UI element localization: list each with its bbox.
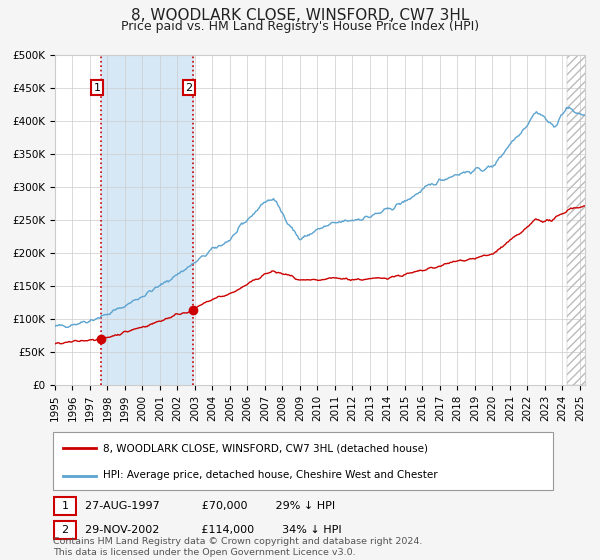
Text: 8, WOODLARK CLOSE, WINSFORD, CW7 3HL: 8, WOODLARK CLOSE, WINSFORD, CW7 3HL [131, 8, 469, 24]
Text: 1: 1 [94, 83, 100, 93]
Bar [101, 55, 193, 385]
Text: 2: 2 [185, 83, 193, 93]
Bar [54, 521, 76, 539]
Text: HPI: Average price, detached house, Cheshire West and Chester: HPI: Average price, detached house, Ches… [103, 470, 437, 480]
Text: 1: 1 [62, 501, 68, 511]
Text: 8, WOODLARK CLOSE, WINSFORD, CW7 3HL (detached house): 8, WOODLARK CLOSE, WINSFORD, CW7 3HL (de… [103, 444, 428, 453]
Text: 29-NOV-2002            £114,000        34% ↓ HPI: 29-NOV-2002 £114,000 34% ↓ HPI [85, 525, 341, 535]
Text: This data is licensed under the Open Government Licence v3.0.: This data is licensed under the Open Gov… [53, 548, 356, 557]
Text: 2: 2 [61, 525, 68, 535]
Bar [566, 55, 594, 385]
Bar [566, 55, 594, 385]
Bar [54, 497, 76, 515]
Text: Price paid vs. HM Land Registry's House Price Index (HPI): Price paid vs. HM Land Registry's House … [121, 20, 479, 32]
Text: 27-AUG-1997            £70,000        29% ↓ HPI: 27-AUG-1997 £70,000 29% ↓ HPI [85, 501, 335, 511]
Text: Contains HM Land Registry data © Crown copyright and database right 2024.: Contains HM Land Registry data © Crown c… [53, 537, 422, 546]
